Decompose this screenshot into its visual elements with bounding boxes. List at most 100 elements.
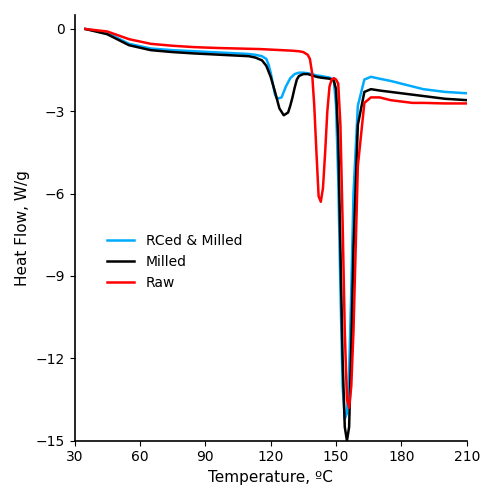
RCed & Milled	[361, 76, 367, 82]
Milled	[313, 74, 319, 80]
RCed & Milled	[274, 96, 280, 102]
Milled	[126, 42, 132, 48]
RCed & Milled	[350, 190, 356, 196]
RCed & Milled	[287, 75, 293, 81]
Milled	[318, 74, 324, 80]
Milled	[296, 73, 302, 79]
RCed & Milled	[340, 383, 346, 389]
Milled	[409, 92, 415, 98]
RCed & Milled	[464, 90, 470, 96]
RCed & Milled	[148, 46, 154, 52]
Line: Milled: Milled	[86, 29, 467, 440]
RCed & Milled	[420, 86, 426, 92]
Raw	[296, 48, 302, 54]
Y-axis label: Heat Flow, W/g: Heat Flow, W/g	[15, 170, 30, 286]
Milled	[294, 76, 300, 82]
Raw	[311, 102, 317, 108]
RCed & Milled	[170, 47, 176, 53]
Milled	[342, 424, 348, 430]
RCed & Milled	[305, 70, 311, 76]
RCed & Milled	[283, 84, 289, 89]
Milled	[335, 136, 341, 141]
Raw	[464, 100, 470, 106]
Milled	[285, 110, 291, 116]
Raw	[126, 36, 132, 42]
RCed & Milled	[126, 41, 132, 47]
Raw	[353, 246, 359, 252]
Raw	[331, 75, 337, 81]
RCed & Milled	[348, 286, 354, 292]
Raw	[268, 46, 274, 52]
RCed & Milled	[398, 80, 404, 86]
Raw	[279, 47, 285, 53]
RCed & Milled	[292, 71, 297, 77]
Milled	[442, 96, 448, 102]
RCed & Milled	[338, 286, 344, 292]
RCed & Milled	[192, 48, 198, 54]
Raw	[290, 48, 296, 54]
RCed & Milled	[104, 30, 110, 36]
RCed & Milled	[252, 52, 258, 58]
Raw	[398, 98, 404, 104]
Raw	[338, 122, 344, 128]
RCed & Milled	[235, 50, 241, 56]
Milled	[292, 85, 297, 91]
RCed & Milled	[213, 50, 219, 56]
Raw	[148, 41, 154, 47]
Raw	[322, 150, 328, 156]
RCed & Milled	[346, 369, 352, 375]
Raw	[368, 94, 374, 100]
Milled	[344, 438, 350, 444]
Legend: RCed & Milled, Milled, Raw: RCed & Milled, Milled, Raw	[101, 228, 248, 296]
RCed & Milled	[409, 84, 415, 89]
Raw	[340, 218, 346, 224]
Milled	[309, 72, 315, 78]
RCed & Milled	[344, 410, 350, 416]
Milled	[327, 76, 333, 82]
Line: Raw: Raw	[86, 29, 467, 408]
Milled	[346, 424, 352, 430]
Milled	[148, 47, 154, 53]
RCed & Milled	[331, 78, 337, 84]
Raw	[300, 49, 306, 55]
Milled	[331, 78, 337, 84]
RCed & Milled	[300, 70, 306, 75]
Raw	[318, 199, 324, 205]
Milled	[268, 74, 274, 80]
Raw	[342, 328, 348, 334]
Milled	[290, 94, 296, 100]
Milled	[333, 86, 339, 92]
Milled	[340, 356, 346, 362]
Raw	[344, 396, 350, 402]
RCed & Milled	[268, 70, 274, 75]
RCed & Milled	[259, 53, 265, 59]
Raw	[329, 76, 335, 82]
Milled	[263, 63, 269, 69]
Milled	[83, 26, 89, 32]
RCed & Milled	[313, 72, 319, 78]
Milled	[246, 53, 252, 59]
Raw	[246, 46, 252, 52]
RCed & Milled	[296, 70, 302, 75]
RCed & Milled	[279, 94, 285, 100]
Milled	[348, 342, 354, 347]
Raw	[313, 150, 319, 156]
RCed & Milled	[377, 76, 383, 82]
RCed & Milled	[309, 71, 315, 77]
Milled	[235, 52, 241, 59]
RCed & Milled	[333, 102, 339, 108]
Milled	[281, 112, 287, 118]
Raw	[324, 108, 330, 114]
Raw	[350, 328, 356, 334]
RCed & Milled	[335, 177, 341, 183]
X-axis label: Temperature, ºC: Temperature, ºC	[208, 470, 333, 485]
RCed & Milled	[355, 102, 361, 108]
Milled	[329, 76, 335, 82]
Milled	[276, 106, 282, 112]
Milled	[355, 122, 361, 128]
Raw	[346, 405, 352, 411]
RCed & Milled	[272, 92, 278, 98]
Raw	[377, 94, 383, 100]
Raw	[192, 44, 198, 50]
RCed & Milled	[342, 416, 348, 422]
